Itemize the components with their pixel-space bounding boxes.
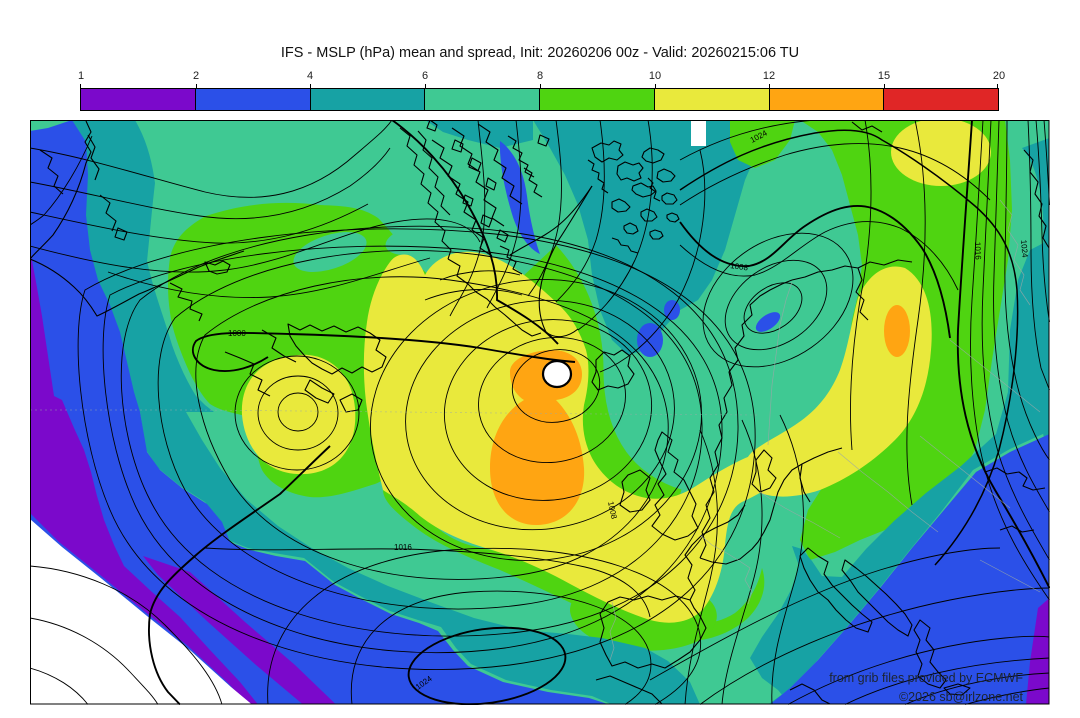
svg-text:1000: 1000 [228,329,246,338]
svg-text:from grib files provided by EC: from grib files provided by ECMWF [829,671,1023,685]
svg-text:©2026 sb@irlzone.net: ©2026 sb@irlzone.net [899,690,1024,704]
svg-text:1016: 1016 [394,543,412,552]
svg-text:1008: 1008 [730,261,749,272]
svg-text:1024: 1024 [1019,239,1030,258]
svg-text:1008: 1008 [606,501,619,521]
svg-text:1016: 1016 [973,242,983,261]
